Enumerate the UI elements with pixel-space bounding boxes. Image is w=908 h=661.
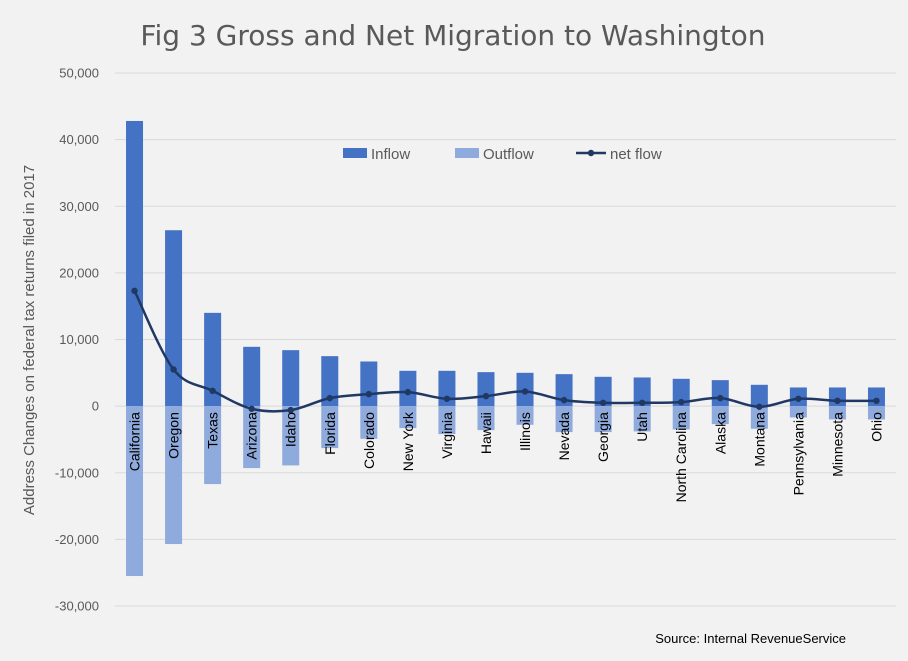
category-label: California: [127, 412, 143, 471]
bar-outflow-texas: [204, 406, 222, 485]
bar-outflow-ohio: [867, 406, 885, 420]
net-flow-point-utah: [638, 399, 646, 406]
bar-outflow-alaska: [711, 406, 729, 425]
category-labels: California Oregon Texas Arizona Idaho Florida…: [127, 411, 885, 502]
category-label: Pennsylvania: [790, 412, 806, 495]
net-flow-point-montana: [756, 403, 763, 410]
y-axis-title: Address Changes on federal tax returns f…: [21, 165, 38, 515]
bar-inflow-georgia: [594, 376, 612, 407]
net-flow-point-california: [131, 287, 138, 295]
bar-outflow-pennsylvania: [789, 406, 807, 418]
bar-outflow-nevada: [555, 406, 573, 433]
net-flow-point-idaho: [287, 406, 294, 414]
y-tick-label: -20,000: [55, 532, 99, 547]
category-label: New York: [400, 411, 416, 471]
net-flow-point-hawaii: [482, 392, 490, 400]
category-label: Hawaii: [478, 412, 494, 454]
category-label: Idaho: [283, 412, 299, 447]
category-label: Georgia: [595, 412, 611, 462]
y-tick-label: 10,000: [59, 332, 99, 347]
net-flow-point-arizona: [248, 405, 255, 412]
category-label: Arizona: [244, 412, 260, 460]
net-flow-point-ohio: [873, 397, 880, 404]
net-flow-point-minnesota: [834, 397, 841, 404]
legend-label: Outflow: [483, 146, 534, 163]
bar-outflow-georgia: [594, 406, 612, 433]
legend-swatch-inflow: [343, 148, 367, 158]
legend-label: Inflow: [371, 146, 410, 163]
category-label: Oregon: [166, 412, 182, 459]
category-label: Virginia: [439, 412, 455, 459]
category-label: Texas: [205, 412, 221, 449]
bar-inflow-arizona: [243, 346, 261, 407]
net-flow-point-nevada: [560, 396, 568, 404]
bar-outflow-colorado: [360, 406, 378, 439]
bar-inflow-california: [126, 120, 144, 407]
legend-swatch-outflow: [455, 148, 479, 158]
legend: Inflow Outflow net flow: [343, 146, 662, 163]
bars: [126, 120, 885, 577]
chart-title: Fig 3 Gross and Net Migration to Washing…: [140, 19, 765, 52]
bar-inflow-montana: [750, 384, 768, 407]
bar-inflow-florida: [321, 356, 339, 407]
category-label: Florida: [322, 412, 338, 455]
bar-inflow-texas: [204, 312, 222, 407]
net-flow-point-alaska: [717, 394, 724, 402]
bar-outflow-new-york: [399, 406, 417, 429]
y-tick-label: 40,000: [59, 132, 99, 147]
category-label: Utah: [634, 412, 650, 442]
category-label: Illinois: [517, 412, 533, 451]
bar-outflow-north-carolina: [672, 406, 690, 430]
y-tick-label: 20,000: [59, 265, 99, 280]
y-tick-label: -30,000: [55, 599, 99, 614]
bar-inflow-north-carolina: [672, 378, 690, 407]
net-flow-point-oregon: [170, 366, 177, 373]
bar-outflow-california: [126, 406, 144, 577]
y-tick-label: 30,000: [59, 199, 99, 214]
bar-inflow-utah: [633, 377, 651, 407]
bar-inflow-alaska: [711, 380, 729, 407]
bar-inflow-idaho: [282, 350, 300, 407]
bar-outflow-hawaii: [477, 406, 495, 431]
net-flow-point-illinois: [521, 388, 529, 395]
gridlines: [115, 72, 896, 607]
bar-inflow-oregon: [165, 230, 183, 407]
bar-outflow-utah: [633, 406, 651, 432]
source-note: Source: Internal RevenueService: [655, 631, 846, 646]
bar-outflow-minnesota: [828, 406, 846, 420]
net-flow-point-new-york: [404, 388, 412, 396]
category-label: Ohio: [868, 412, 884, 442]
bar-inflow-colorado: [360, 361, 378, 407]
legend-label: net flow: [610, 146, 662, 163]
net-flow-point-virginia: [443, 395, 451, 402]
y-axis-ticks: 50,000 40,000 30,000 20,000 10,000 0 -10,000 -2…: [55, 66, 99, 614]
legend-marker-net-flow: [587, 149, 595, 157]
bar-outflow-montana: [750, 406, 768, 429]
net-flow-point-north-carolina: [678, 398, 685, 406]
bar-outflow-florida: [321, 406, 339, 449]
net-flow-point-texas: [209, 387, 216, 395]
bar-outflow-illinois: [516, 406, 534, 425]
net-flow-point-colorado: [365, 390, 373, 398]
bar-outflow-arizona: [243, 406, 261, 469]
bar-outflow-virginia: [438, 406, 456, 435]
net-flow-point-pennsylvania: [795, 395, 802, 402]
bar-inflow-hawaii: [477, 372, 495, 407]
bar-outflow-oregon: [165, 406, 183, 545]
net-flow-line: [131, 287, 880, 414]
category-label: Colorado: [361, 412, 377, 469]
net-flow-point-georgia: [599, 399, 607, 406]
y-tick-label: 50,000: [59, 66, 99, 81]
net-flow-point-florida: [326, 394, 333, 402]
category-label: Minnesota: [829, 412, 845, 477]
y-tick-label: -10,000: [55, 465, 99, 480]
bar-outflow-idaho: [282, 406, 300, 466]
y-tick-label: 0: [92, 399, 99, 414]
category-label: North Carolina: [673, 412, 689, 502]
category-label: Nevada: [556, 412, 572, 460]
category-label: Alaska: [712, 412, 728, 454]
bar-inflow-new-york: [399, 370, 417, 407]
category-label: Montana: [751, 412, 767, 467]
